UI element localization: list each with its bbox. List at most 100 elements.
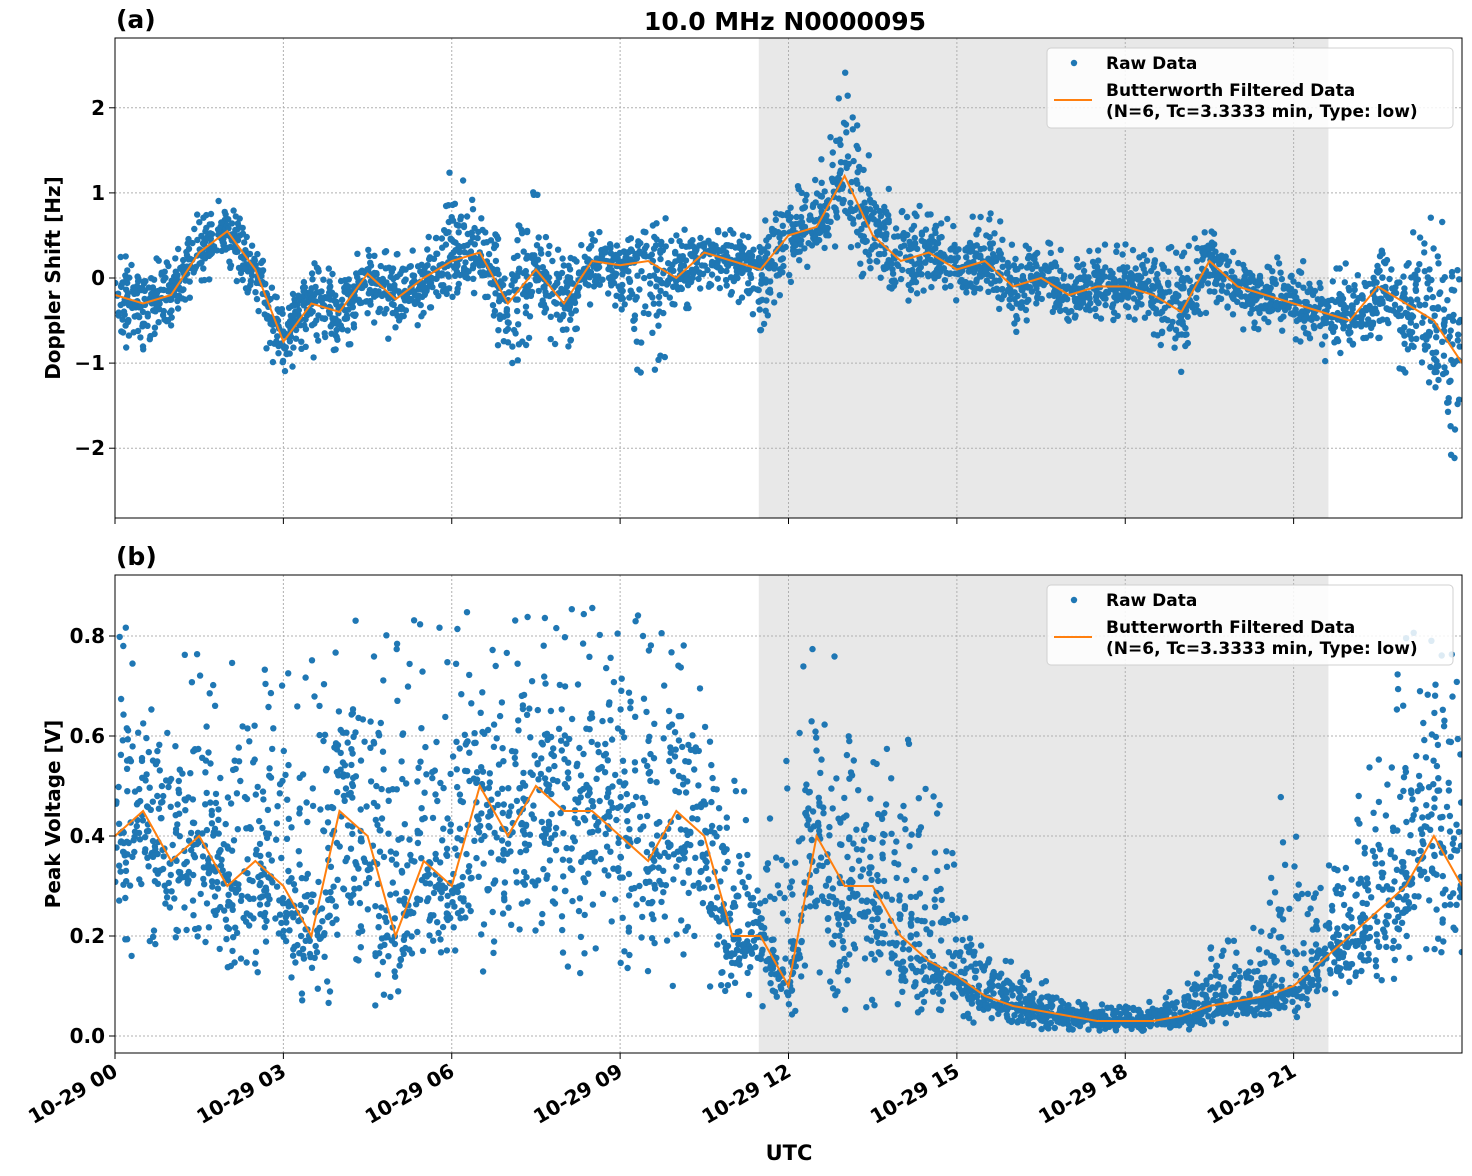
raw-point (444, 853, 450, 859)
raw-point (355, 865, 361, 871)
raw-point (182, 807, 188, 813)
raw-point (654, 832, 660, 838)
raw-point (832, 243, 838, 249)
raw-point (394, 646, 400, 652)
raw-point (1025, 297, 1031, 303)
raw-point (1455, 337, 1461, 343)
raw-point (536, 288, 542, 294)
raw-point (425, 895, 431, 901)
raw-point (449, 294, 455, 300)
raw-point (451, 924, 457, 930)
raw-point (534, 761, 540, 767)
raw-point (788, 279, 794, 285)
raw-point (628, 235, 634, 241)
raw-point (460, 874, 466, 880)
raw-point (1105, 290, 1111, 296)
raw-point (632, 618, 638, 624)
raw-point (639, 795, 645, 801)
raw-point (672, 729, 678, 735)
raw-point (529, 678, 535, 684)
raw-point (1437, 289, 1443, 295)
raw-point (606, 701, 612, 707)
raw-point (618, 960, 624, 966)
raw-point (521, 869, 527, 875)
raw-point (122, 895, 128, 901)
raw-point (129, 743, 135, 749)
raw-point (363, 803, 369, 809)
raw-point (436, 625, 442, 631)
raw-point (837, 142, 843, 148)
raw-point (358, 806, 364, 812)
raw-point (1417, 302, 1423, 308)
raw-point (913, 279, 919, 285)
raw-point (462, 768, 468, 774)
raw-point (1125, 304, 1131, 310)
raw-point (182, 797, 188, 803)
raw-point (695, 276, 701, 282)
raw-point (429, 775, 435, 781)
raw-point (1199, 256, 1205, 262)
raw-point (590, 901, 596, 907)
raw-point (192, 746, 198, 752)
raw-point (737, 242, 743, 248)
raw-point (255, 784, 261, 790)
raw-point (540, 741, 546, 747)
raw-point (1001, 292, 1007, 298)
raw-point (761, 321, 767, 327)
raw-point (561, 756, 567, 762)
raw-point (593, 776, 599, 782)
raw-point (1421, 240, 1427, 246)
raw-point (1295, 282, 1301, 288)
raw-point (1398, 313, 1404, 319)
raw-point (687, 842, 693, 848)
raw-point (279, 778, 285, 784)
raw-point (390, 879, 396, 885)
raw-point (758, 327, 764, 333)
raw-point (1203, 310, 1209, 316)
raw-point (469, 197, 475, 203)
raw-point (143, 771, 149, 777)
raw-point (447, 915, 453, 921)
raw-point (244, 856, 250, 862)
raw-point (152, 867, 158, 873)
raw-point (140, 720, 146, 726)
raw-point (375, 924, 381, 930)
raw-point (226, 926, 232, 932)
raw-point (642, 303, 648, 309)
raw-point (495, 802, 501, 808)
raw-point (444, 846, 450, 852)
raw-point (123, 859, 129, 865)
raw-point (437, 936, 443, 942)
raw-point (1270, 279, 1276, 285)
raw-point (724, 282, 730, 288)
raw-point (715, 276, 721, 282)
raw-point (315, 932, 321, 938)
raw-point (662, 913, 668, 919)
raw-point (512, 617, 518, 623)
raw-point (406, 836, 412, 842)
raw-point (520, 795, 526, 801)
raw-point (183, 249, 189, 255)
y-tick-label: 2 (91, 96, 105, 120)
raw-point (1184, 275, 1190, 281)
raw-point (313, 943, 319, 949)
raw-point (567, 317, 573, 323)
raw-point (1401, 290, 1407, 296)
raw-point (117, 868, 123, 874)
raw-point (1113, 249, 1119, 255)
raw-point (608, 267, 614, 273)
raw-point (827, 134, 833, 140)
figure-title: 10.0 MHz N0000095 (644, 7, 926, 36)
raw-point (1379, 274, 1385, 280)
raw-point (494, 834, 500, 840)
raw-point (1207, 251, 1213, 257)
raw-point (883, 265, 889, 271)
raw-point (843, 121, 849, 127)
raw-point (1141, 252, 1147, 258)
raw-point (714, 262, 720, 268)
raw-point (217, 904, 223, 910)
raw-point (1213, 278, 1219, 284)
raw-point (1280, 302, 1286, 308)
legend-filtered-label: Butterworth Filtered Data (1106, 81, 1355, 101)
raw-point (277, 790, 283, 796)
